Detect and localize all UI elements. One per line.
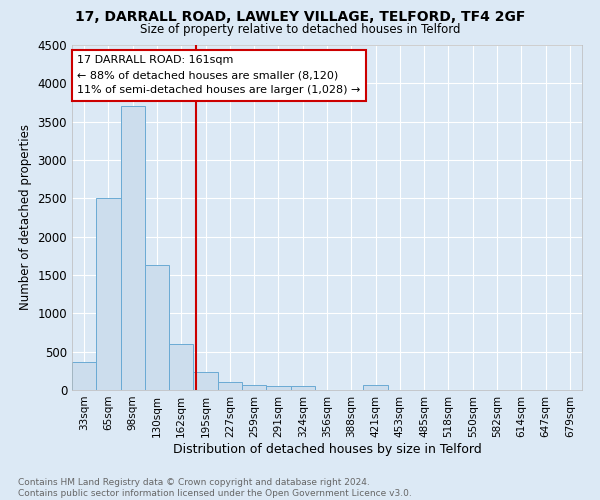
Y-axis label: Number of detached properties: Number of detached properties: [19, 124, 32, 310]
Bar: [218, 382, 242, 390]
Bar: [242, 386, 266, 390]
Text: Size of property relative to detached houses in Telford: Size of property relative to detached ho…: [140, 22, 460, 36]
Bar: [290, 386, 315, 390]
Bar: [145, 265, 169, 390]
Text: 17, DARRALL ROAD, LAWLEY VILLAGE, TELFORD, TF4 2GF: 17, DARRALL ROAD, LAWLEY VILLAGE, TELFOR…: [75, 10, 525, 24]
Bar: [266, 386, 290, 390]
Bar: [72, 362, 96, 390]
Bar: [96, 198, 121, 390]
Bar: [121, 106, 145, 390]
Bar: [169, 344, 193, 390]
X-axis label: Distribution of detached houses by size in Telford: Distribution of detached houses by size …: [173, 442, 481, 456]
Bar: [364, 386, 388, 390]
Text: 17 DARRALL ROAD: 161sqm
← 88% of detached houses are smaller (8,120)
11% of semi: 17 DARRALL ROAD: 161sqm ← 88% of detache…: [77, 56, 361, 95]
Text: Contains HM Land Registry data © Crown copyright and database right 2024.
Contai: Contains HM Land Registry data © Crown c…: [18, 478, 412, 498]
Bar: [193, 372, 218, 390]
